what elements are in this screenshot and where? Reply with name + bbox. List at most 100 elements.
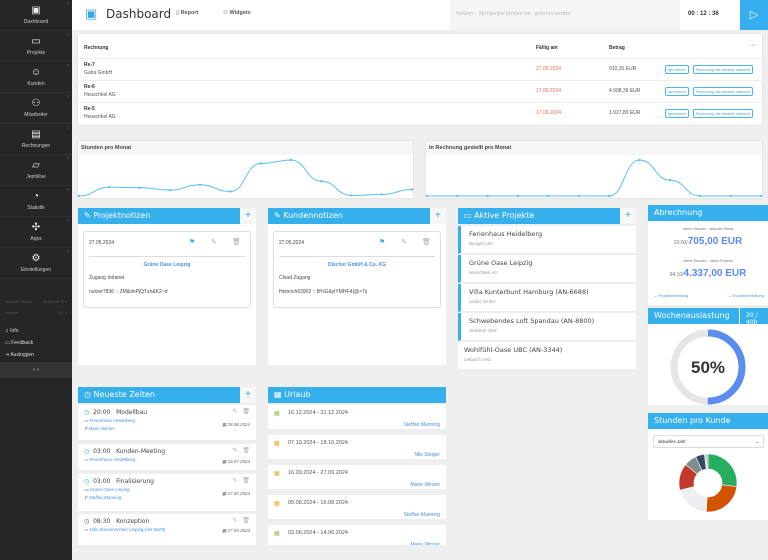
- report-button[interactable]: ▯ Report: [176, 10, 198, 16]
- help-icon[interactable]: ?: [66, 64, 69, 70]
- edit-icon[interactable]: ✎: [232, 478, 238, 484]
- data-point[interactable]: [198, 183, 202, 186]
- data-point[interactable]: [456, 194, 459, 198]
- vacation-entry[interactable]: ▦ 05.08.2024 - 16.08.2024 Steffan Mannin…: [268, 495, 446, 522]
- feedback-link[interactable]: ▭ Feedback: [5, 340, 33, 346]
- vacation-entry[interactable]: ▦ 03.06.2024 - 14.06.2024 Marie Winzer: [268, 525, 446, 545]
- flag-icon[interactable]: ⚑: [189, 239, 196, 246]
- data-point[interactable]: [759, 194, 763, 198]
- pie-slice[interactable]: [679, 486, 708, 513]
- vacation-person-link[interactable]: Steffan Manning: [403, 422, 440, 428]
- mark-paid-button[interactable]: Rechnung als bezahlt markiert: [693, 87, 754, 96]
- trash-icon[interactable]: 🗑: [242, 478, 250, 484]
- data-point[interactable]: [410, 188, 414, 191]
- ignore-button[interactable]: ignorieren: [665, 65, 689, 74]
- data-point[interactable]: [486, 194, 489, 198]
- data-point[interactable]: [350, 194, 353, 197]
- data-point[interactable]: [729, 194, 732, 198]
- data-point[interactable]: [168, 188, 172, 192]
- more-icon[interactable]: ···: [749, 42, 756, 49]
- data-point[interactable]: [577, 194, 581, 198]
- help-icon[interactable]: ?: [66, 157, 69, 163]
- vacation-entry[interactable]: ▦ 16.09.2024 - 27.09.2024 Marie Winzer: [268, 465, 446, 492]
- vacation-person-link[interactable]: Marie Winzer: [410, 542, 440, 545]
- invoice-id[interactable]: Re-5: [84, 106, 95, 112]
- help-icon[interactable]: ?: [66, 33, 69, 39]
- customer-distribution-link[interactable]: ⌄ Kundenverteilung: [728, 293, 764, 298]
- help-icon[interactable]: ?: [66, 219, 69, 225]
- time-entry[interactable]: ◷ 03:00 Finalisierung ▭ Grüne Oase Leipz…: [78, 474, 256, 514]
- vacation-person-link[interactable]: Steffan Manning: [403, 512, 440, 518]
- sidebar-item-statistik[interactable]: ◔ Statistik?: [0, 186, 72, 217]
- vacation-person-link[interactable]: Marie Winzer: [410, 482, 440, 488]
- time-entry[interactable]: ◷ 20:00 Modellbau ▭ Ferienhaus Heidelber…: [78, 405, 256, 443]
- time-entry[interactable]: ◷ 03:00 Kunden-Meeting ▭ Ferienhaus Heid…: [78, 444, 256, 473]
- sidebar-item-jephilive[interactable]: ▱ Jephilive?: [0, 155, 72, 186]
- play-button[interactable]: ▷: [740, 0, 768, 30]
- data-point[interactable]: [699, 194, 702, 198]
- data-point[interactable]: [229, 190, 232, 193]
- data-point[interactable]: [289, 158, 293, 162]
- data-point[interactable]: [668, 178, 672, 182]
- edit-icon[interactable]: ✎: [232, 409, 238, 415]
- add-note-button[interactable]: +: [240, 208, 256, 224]
- data-point[interactable]: [108, 185, 111, 189]
- help-icon[interactable]: ?: [66, 2, 69, 8]
- data-point[interactable]: [138, 186, 141, 189]
- notes-input[interactable]: Notizen... Stichpunkte können mit ; getr…: [450, 0, 680, 30]
- note-customer-link[interactable]: Discher GmbH & Co. KG: [327, 262, 387, 268]
- sidebar-item-dashboard[interactable]: ▣ Dashboard?: [0, 0, 72, 31]
- widgets-button[interactable]: ⚇ Widgets: [223, 10, 251, 16]
- sidebar-item-einstellungen[interactable]: ⚙ Einstellungen?: [0, 248, 72, 279]
- project-item[interactable]: Schwebendes Loft Spandau (AN-8800) Herber…: [458, 313, 636, 341]
- edit-icon[interactable]: ✎: [232, 518, 238, 524]
- data-point[interactable]: [425, 194, 429, 198]
- vacation-entry[interactable]: ▦ 07.10.2024 - 18.10.2024 Nils Steiger: [268, 435, 446, 462]
- data-point[interactable]: [259, 162, 262, 165]
- trash-icon[interactable]: 🗑: [232, 239, 241, 246]
- data-point[interactable]: [516, 194, 520, 198]
- add-note-button[interactable]: +: [430, 208, 446, 224]
- pie-slice[interactable]: [705, 484, 738, 513]
- logout-link[interactable]: ⇥ Ausloggen: [5, 352, 34, 358]
- project-item[interactable]: Grüne Oase Leipzig Heuschkel AG: [458, 255, 636, 283]
- sidebar-item-mitarbeiter[interactable]: ⚇ Mitarbeiter?: [0, 93, 72, 124]
- period-select[interactable]: aktuelles Jahr ⌄: [653, 435, 764, 448]
- trash-icon[interactable]: 🗑: [242, 448, 250, 454]
- time-entry[interactable]: ◷ 08:30 Konzeption ▭ Villa Sonnenschein …: [78, 514, 256, 545]
- project-item[interactable]: Wohlfühl-Oase UBC (AN-3344) Liebach OHG: [458, 342, 636, 370]
- sidebar-item-projekte[interactable]: ▭ Projekte?: [0, 31, 72, 62]
- data-point[interactable]: [638, 158, 641, 162]
- edit-icon[interactable]: ✎: [401, 239, 407, 246]
- pie-slice[interactable]: [705, 453, 709, 470]
- trash-icon[interactable]: 🗑: [422, 239, 431, 246]
- project-item[interactable]: Villa Kunterbunt Hamburg (AN-6688) Uudur …: [458, 284, 636, 312]
- help-icon[interactable]: ?: [66, 126, 69, 132]
- mark-paid-button[interactable]: Rechnung als bezahlt markiert: [693, 65, 754, 74]
- sidebar-item-rechnungen[interactable]: ▤ Rechnungen?: [0, 124, 72, 155]
- sidebar-item-apps[interactable]: ✣ Apps?: [0, 217, 72, 248]
- sidebar-item-kunden[interactable]: ☺ Kunden?: [0, 62, 72, 93]
- add-time-button[interactable]: +: [240, 387, 256, 403]
- vacation-entry[interactable]: ▦ 16.12.2024 - 31.12.2024 Steffan Mannin…: [268, 405, 446, 432]
- data-point[interactable]: [607, 194, 611, 198]
- mark-paid-button[interactable]: Rechnung als bezahlt markiert: [693, 109, 754, 118]
- invoice-id[interactable]: Re-6: [84, 84, 95, 90]
- ignore-button[interactable]: ignorieren: [665, 109, 689, 118]
- entry-person-link[interactable]: Steffan Manning: [88, 495, 122, 500]
- project-distribution-link[interactable]: ⌄ Projektverteilung: [654, 293, 689, 298]
- pie-slice[interactable]: [707, 453, 738, 487]
- data-point[interactable]: [77, 194, 81, 198]
- entry-project-link[interactable]: Ferienhaus Heidelberg: [89, 418, 136, 423]
- entry-project-link[interactable]: Ferienhaus Heidelberg: [89, 457, 136, 462]
- edit-icon[interactable]: ✎: [232, 448, 238, 454]
- info-link[interactable]: ♫ Info: [5, 328, 18, 334]
- data-point[interactable]: [547, 194, 550, 198]
- flag-icon[interactable]: ⚑: [379, 239, 386, 246]
- add-project-button[interactable]: +: [620, 208, 636, 224]
- entry-project-link[interactable]: Villa Sonnenschein Leipzig (AN-5678): [89, 527, 166, 532]
- note-project-link[interactable]: Grüne Oase Leipzig: [143, 262, 191, 268]
- data-point[interactable]: [380, 193, 383, 196]
- help-icon[interactable]: ?: [66, 250, 69, 256]
- invoice-id[interactable]: Re-7: [84, 62, 95, 68]
